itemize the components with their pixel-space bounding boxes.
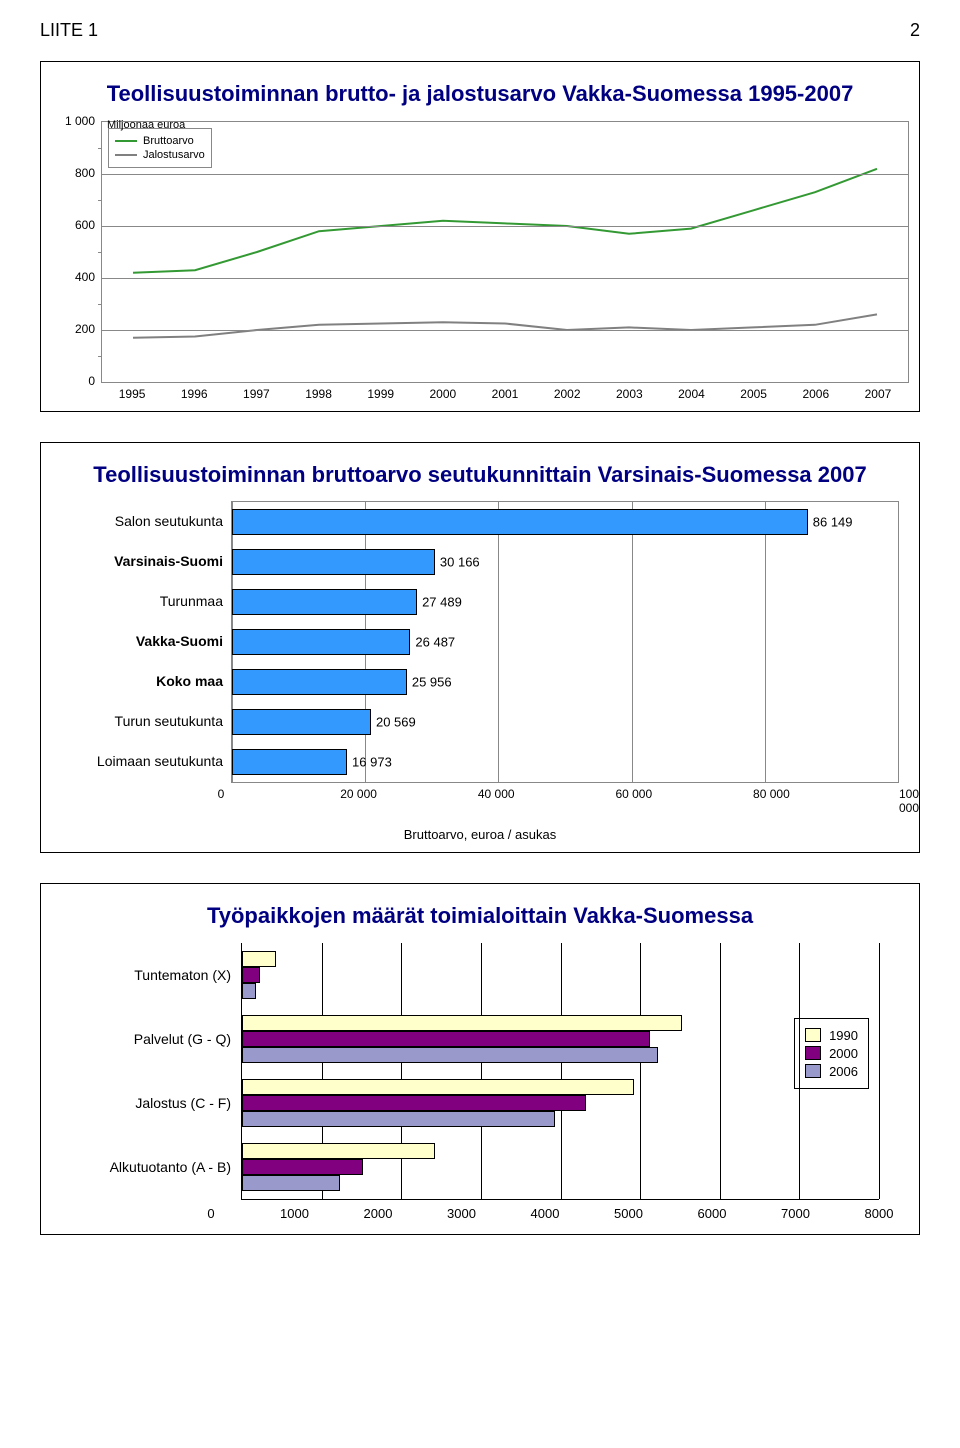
chart1-title: Teollisuustoiminnan brutto- ja jalostusa… (51, 80, 909, 109)
chart3-xtick: 1000 (280, 1206, 309, 1221)
chart3-legend: 1990 2000 2006 (794, 1018, 869, 1089)
chart1-xtick: 2003 (598, 383, 660, 401)
chart1-ylabel: Miljoonaa euroa (107, 119, 185, 131)
chart3-bar (242, 983, 256, 999)
chart3-bar (242, 1095, 586, 1111)
chart3-xtick: 6000 (698, 1206, 727, 1221)
page-header: LIITE 1 2 (40, 20, 920, 41)
chart3-category-label: Tuntematon (X) (81, 943, 241, 1007)
chart2-xtick: 0 (218, 787, 225, 801)
chart2-bar: 16 973 (232, 749, 347, 775)
chart3-plot (241, 943, 879, 1200)
chart2-bar-value: 16 973 (352, 755, 392, 770)
chart3-xaxis: 010002000300040005000600070008000 (211, 1200, 879, 1224)
chart2-xtick: 60 000 (615, 787, 652, 801)
chart1-xtick: 2005 (723, 383, 785, 401)
chart2-xlabel: Bruttoarvo, euroa / asukas (51, 827, 909, 842)
chart1-xtick: 1997 (225, 383, 287, 401)
chart2-category-label: Turun seutukunta (61, 701, 231, 741)
chart3-bar (242, 1159, 363, 1175)
chart1-frame: Teollisuustoiminnan brutto- ja jalostusa… (40, 61, 920, 412)
header-right: 2 (910, 20, 920, 41)
chart2-bar-value: 27 489 (422, 595, 462, 610)
chart3-category-label: Alkutuotanto (A - B) (81, 1135, 241, 1199)
chart3-xtick: 2000 (364, 1206, 393, 1221)
chart3-frame: Työpaikkojen määrät toimialoittain Vakka… (40, 883, 920, 1235)
chart3-bar (242, 1031, 650, 1047)
chart3-xtick: 7000 (781, 1206, 810, 1221)
chart2-bar-value: 26 487 (415, 635, 455, 650)
chart3-xtick: 5000 (614, 1206, 643, 1221)
chart2-bar: 26 487 (232, 629, 410, 655)
chart2-bar-value: 30 166 (440, 555, 480, 570)
chart2-xtick: 100 000 (899, 787, 919, 815)
chart2-category-label: Salon seutukunta (61, 501, 231, 541)
chart3-category-label: Palvelut (G - Q) (81, 1007, 241, 1071)
chart1-xtick: 2001 (474, 383, 536, 401)
chart1-legend: Bruttoarvo Jalostusarvo (108, 128, 212, 168)
chart1-ytick: 600 (75, 218, 95, 232)
chart3-ylabels: Tuntematon (X)Palvelut (G - Q)Jalostus (… (81, 943, 241, 1199)
chart3-bar (242, 951, 276, 967)
chart2-category-label: Vakka-Suomi (61, 621, 231, 661)
chart1-legend-item: Jalostusarvo (115, 149, 205, 161)
chart2-frame: Teollisuustoiminnan bruttoarvo seutukunn… (40, 442, 920, 854)
chart1-xtick: 1995 (101, 383, 163, 401)
chart2-category-label: Varsinais-Suomi (61, 541, 231, 581)
chart3-legend-item: 2006 (805, 1064, 858, 1079)
chart2-bar-value: 86 149 (813, 515, 853, 530)
chart1-yaxis: 02004006008001 000 (51, 121, 101, 381)
chart3-bar (242, 1143, 435, 1159)
chart1-xtick: 1999 (350, 383, 412, 401)
chart2-category-label: Koko maa (61, 661, 231, 701)
chart2-bar: 20 569 (232, 709, 371, 735)
chart1-xtick: 2002 (536, 383, 598, 401)
chart2-bar: 27 489 (232, 589, 417, 615)
chart2-plot: 86 149 30 166 27 489 26 487 25 956 20 569 16 9… (231, 501, 899, 783)
chart1-xtick: 1996 (163, 383, 225, 401)
chart3-bar (242, 1111, 555, 1127)
chart1-xtick: 1998 (287, 383, 349, 401)
chart1-xtick: 2007 (847, 383, 909, 401)
chart3-category-label: Jalostus (C - F) (81, 1071, 241, 1135)
chart3-legend-item: 1990 (805, 1028, 858, 1043)
chart1-xtick: 2004 (660, 383, 722, 401)
chart1-xtick: 2006 (785, 383, 847, 401)
chart1-xaxis: 1995199619971998199920002001200220032004… (101, 383, 909, 401)
chart3-bar (242, 1175, 340, 1191)
chart3-bar (242, 1015, 682, 1031)
chart2-title: Teollisuustoiminnan bruttoarvo seutukunn… (51, 461, 909, 490)
chart1-ytick: 200 (75, 322, 95, 336)
chart3-xtick: 0 (207, 1206, 214, 1221)
chart1-xtick: 2000 (412, 383, 474, 401)
chart1-legend-item: Bruttoarvo (115, 135, 205, 147)
chart1-ytick: 400 (75, 270, 95, 284)
chart3-legend-item: 2000 (805, 1046, 858, 1061)
chart3-title: Työpaikkojen määrät toimialoittain Vakka… (51, 902, 909, 931)
chart2-bar: 86 149 (232, 509, 808, 535)
chart2-bar-value: 25 956 (412, 675, 452, 690)
chart1-ytick: 800 (75, 166, 95, 180)
chart2-bar: 30 166 (232, 549, 435, 575)
chart3-bar (242, 1079, 634, 1095)
chart1-ytick: 0 (88, 374, 95, 388)
chart3-bar (242, 1047, 658, 1063)
chart1-plot: Bruttoarvo Jalostusarvo (101, 121, 909, 383)
chart2-category-label: Turunmaa (61, 581, 231, 621)
chart2-category-label: Loimaan seutukunta (61, 741, 231, 781)
header-left: LIITE 1 (40, 20, 98, 41)
chart2-xtick: 20 000 (340, 787, 377, 801)
chart3-xtick: 4000 (531, 1206, 560, 1221)
chart2-ylabels: Salon seutukuntaVarsinais-SuomiTurunmaaV… (61, 501, 231, 781)
chart2-bar-value: 20 569 (376, 715, 416, 730)
chart3-bar (242, 967, 260, 983)
chart1-ytick: 1 000 (65, 114, 95, 128)
chart2-xaxis: 020 00040 00060 00080 000100 000 (221, 783, 909, 803)
chart3-xtick: 8000 (865, 1206, 894, 1221)
chart2-bar: 25 956 (232, 669, 407, 695)
chart3-xtick: 3000 (447, 1206, 476, 1221)
chart2-xtick: 40 000 (478, 787, 515, 801)
chart2-xtick: 80 000 (753, 787, 790, 801)
